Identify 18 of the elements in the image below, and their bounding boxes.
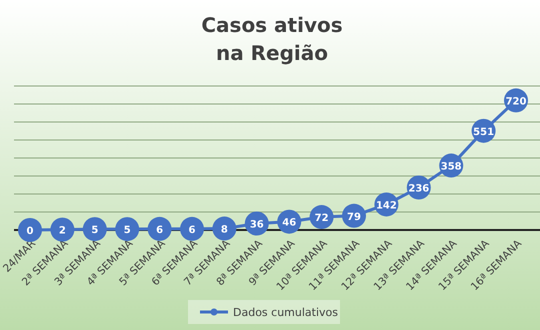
data-label: 2 xyxy=(58,226,66,237)
data-label: 0 xyxy=(26,226,34,237)
data-label: 79 xyxy=(347,212,361,223)
data-label: 358 xyxy=(440,162,462,173)
data-label: 5 xyxy=(91,225,98,236)
data-label: 551 xyxy=(473,126,494,138)
data-label: 6 xyxy=(188,224,196,236)
data-label: 236 xyxy=(408,184,430,195)
data-label: 36 xyxy=(250,220,264,231)
data-label: 142 xyxy=(376,200,397,212)
data-label: 46 xyxy=(282,218,296,229)
data-label: 72 xyxy=(314,213,329,224)
data-label: 720 xyxy=(506,96,526,108)
legend-label: Dados cumulativos xyxy=(233,306,338,319)
data-label: 8 xyxy=(220,224,228,236)
data-label: 5 xyxy=(124,225,131,236)
data-label: 6 xyxy=(156,224,164,236)
chart-title: Casos ativos na Região xyxy=(201,13,343,65)
